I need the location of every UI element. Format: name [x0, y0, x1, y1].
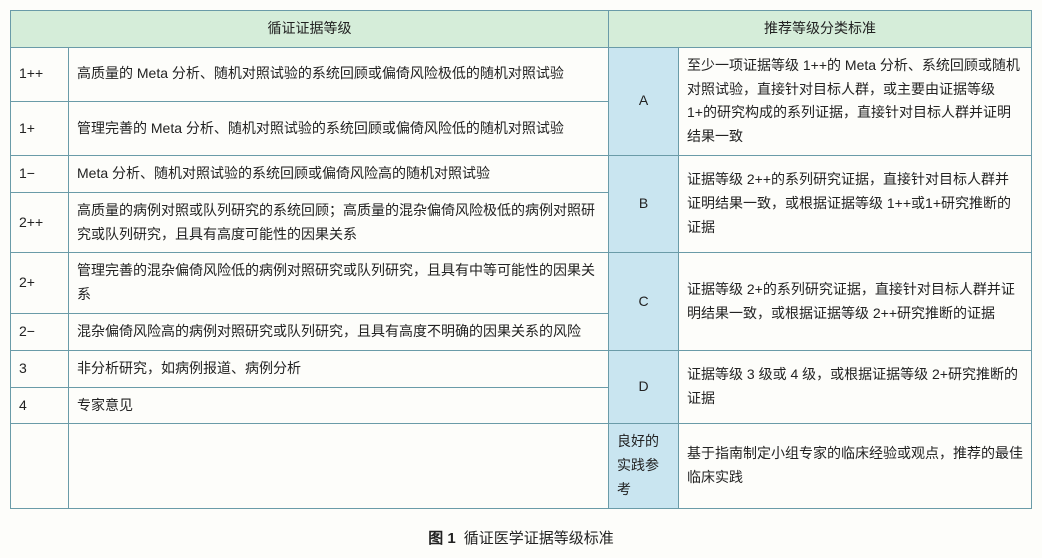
- grade-cell: 良好的实践参考: [609, 424, 679, 508]
- level-desc: 混杂偏倚风险高的病例对照研究或队列研究，且具有高度不明确的因果关系的风险: [69, 313, 609, 350]
- level-desc-empty: [69, 424, 609, 508]
- level-desc: 专家意见: [69, 387, 609, 424]
- level-cell: 2+: [11, 253, 69, 314]
- grade-desc: 证据等级 2++的系列研究证据，直接针对目标人群并证明结果一致，或根据证据等级 …: [679, 155, 1032, 252]
- grade-cell: A: [609, 47, 679, 155]
- grade-desc: 基于指南制定小组专家的临床经验或观点，推荐的最佳临床实践: [679, 424, 1032, 508]
- grade-cell: B: [609, 155, 679, 252]
- level-desc: 管理完善的 Meta 分析、随机对照试验的系统回顾或偏倚风险低的随机对照试验: [69, 101, 609, 155]
- level-cell: 2−: [11, 313, 69, 350]
- grade-cell: C: [609, 253, 679, 350]
- level-desc: 管理完善的混杂偏倚风险低的病例对照研究或队列研究，且具有中等可能性的因果关系: [69, 253, 609, 314]
- figure-caption: 图 1 循证医学证据等级标准: [10, 527, 1032, 548]
- level-desc: 高质量的 Meta 分析、随机对照试验的系统回顾或偏倚风险极低的随机对照试验: [69, 47, 609, 101]
- caption-title: 循证医学证据等级标准: [464, 530, 614, 547]
- level-cell: 1+: [11, 101, 69, 155]
- grade-desc: 至少一项证据等级 1++的 Meta 分析、系统回顾或随机对照试验，直接针对目标…: [679, 47, 1032, 155]
- grade-desc: 证据等级 3 级或 4 级，或根据证据等级 2+研究推断的证据: [679, 350, 1032, 424]
- header-right: 推荐等级分类标准: [609, 11, 1032, 48]
- level-desc: 高质量的病例对照或队列研究的系统回顾；高质量的混杂偏倚风险极低的病例对照研究或队…: [69, 192, 609, 253]
- level-desc: Meta 分析、随机对照试验的系统回顾或偏倚风险高的随机对照试验: [69, 155, 609, 192]
- grade-cell: D: [609, 350, 679, 424]
- level-cell: 3: [11, 350, 69, 387]
- level-cell-empty: [11, 424, 69, 508]
- level-cell: 1++: [11, 47, 69, 101]
- level-cell: 2++: [11, 192, 69, 253]
- grade-desc: 证据等级 2+的系列研究证据，直接针对目标人群并证明结果一致，或根据证据等级 2…: [679, 253, 1032, 350]
- evidence-table: 循证证据等级 推荐等级分类标准 1++ 高质量的 Meta 分析、随机对照试验的…: [10, 10, 1032, 509]
- level-desc: 非分析研究，如病例报道、病例分析: [69, 350, 609, 387]
- level-cell: 4: [11, 387, 69, 424]
- level-cell: 1−: [11, 155, 69, 192]
- caption-label: 图 1: [428, 530, 456, 547]
- header-left: 循证证据等级: [11, 11, 609, 48]
